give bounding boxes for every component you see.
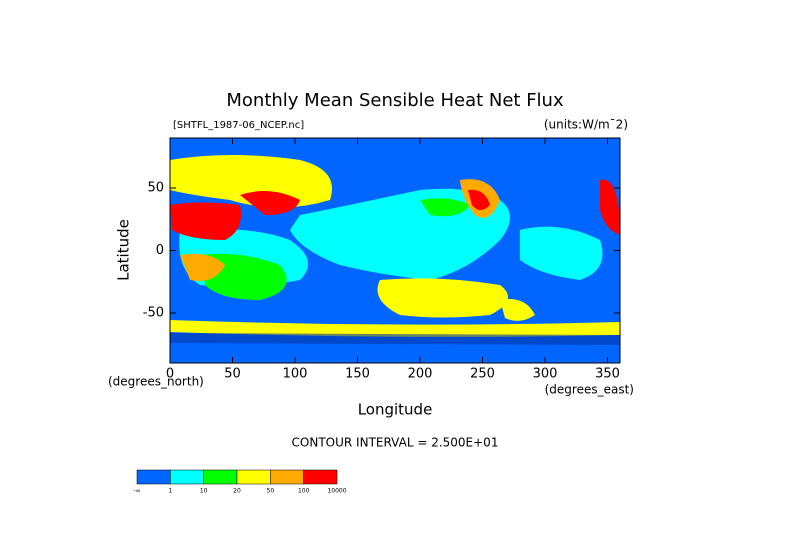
x-tick-label: 200	[408, 367, 433, 382]
colorbar-label: 10000	[327, 488, 346, 495]
x-axis-label: Longitude	[358, 401, 433, 419]
y-tick-label: 0	[156, 243, 164, 258]
units-label: (units:W/m¯2)	[544, 118, 628, 132]
x-tick-label: 0	[166, 367, 174, 382]
colorbar-label: -∞	[133, 488, 140, 495]
colorbar-swatch	[136, 469, 171, 485]
y-tick-label: 50	[147, 181, 164, 196]
chart-title: Monthly Mean Sensible Heat Net Flux	[226, 90, 564, 111]
y-tick-label: -50	[143, 306, 164, 321]
colorbar-swatch	[303, 469, 338, 485]
x-unit-label: (degrees_east)	[545, 383, 634, 397]
y-axis-label: Latitude	[115, 219, 133, 281]
colorbar-swatch	[203, 469, 238, 485]
x-tick-label: 150	[345, 367, 370, 382]
colorbar-swatch	[236, 469, 271, 485]
colorbar-swatch	[170, 469, 204, 485]
colorbar-swatch	[270, 469, 304, 485]
colorbar-label: 1	[168, 488, 172, 495]
x-tick-label: 350	[595, 367, 620, 382]
colorbar-label: 100	[298, 488, 310, 495]
x-tick-label: 50	[224, 367, 241, 382]
x-tick-label: 300	[533, 367, 558, 382]
colorbar-label: 50	[267, 488, 275, 495]
source-label: [SHTFL_1987-06_NCEP.nc]	[173, 120, 304, 131]
x-tick-label: 100	[283, 367, 308, 382]
contour-interval: CONTOUR INTERVAL = 2.500E+01	[292, 436, 499, 450]
colorbar-label: 10	[200, 488, 208, 495]
map-shading	[170, 138, 620, 363]
y-unit-label: (degrees_north)	[108, 375, 204, 389]
colorbar-label: 20	[233, 488, 241, 495]
x-tick-label: 250	[470, 367, 495, 382]
